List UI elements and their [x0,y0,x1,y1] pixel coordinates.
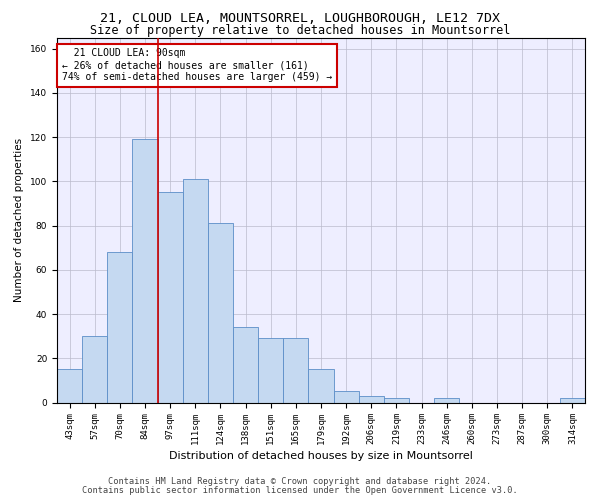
Bar [434,398,459,402]
Bar [384,398,409,402]
Bar [208,224,233,402]
Bar [258,338,283,402]
Bar [57,370,82,402]
Bar [334,392,359,402]
Bar [82,336,107,402]
Text: 21, CLOUD LEA, MOUNTSORREL, LOUGHBOROUGH, LE12 7DX: 21, CLOUD LEA, MOUNTSORREL, LOUGHBOROUGH… [100,12,500,24]
Text: 21 CLOUD LEA: 90sqm
← 26% of detached houses are smaller (161)
74% of semi-detac: 21 CLOUD LEA: 90sqm ← 26% of detached ho… [62,48,332,82]
Y-axis label: Number of detached properties: Number of detached properties [14,138,25,302]
Bar [107,252,133,402]
Bar [359,396,384,402]
Bar [233,328,258,402]
Text: Contains HM Land Registry data © Crown copyright and database right 2024.: Contains HM Land Registry data © Crown c… [109,477,491,486]
Bar [283,338,308,402]
Bar [133,140,158,402]
Bar [308,370,334,402]
Bar [158,192,183,402]
Text: Size of property relative to detached houses in Mountsorrel: Size of property relative to detached ho… [90,24,510,37]
Bar [560,398,585,402]
X-axis label: Distribution of detached houses by size in Mountsorrel: Distribution of detached houses by size … [169,452,473,462]
Text: Contains public sector information licensed under the Open Government Licence v3: Contains public sector information licen… [82,486,518,495]
Bar [183,179,208,402]
